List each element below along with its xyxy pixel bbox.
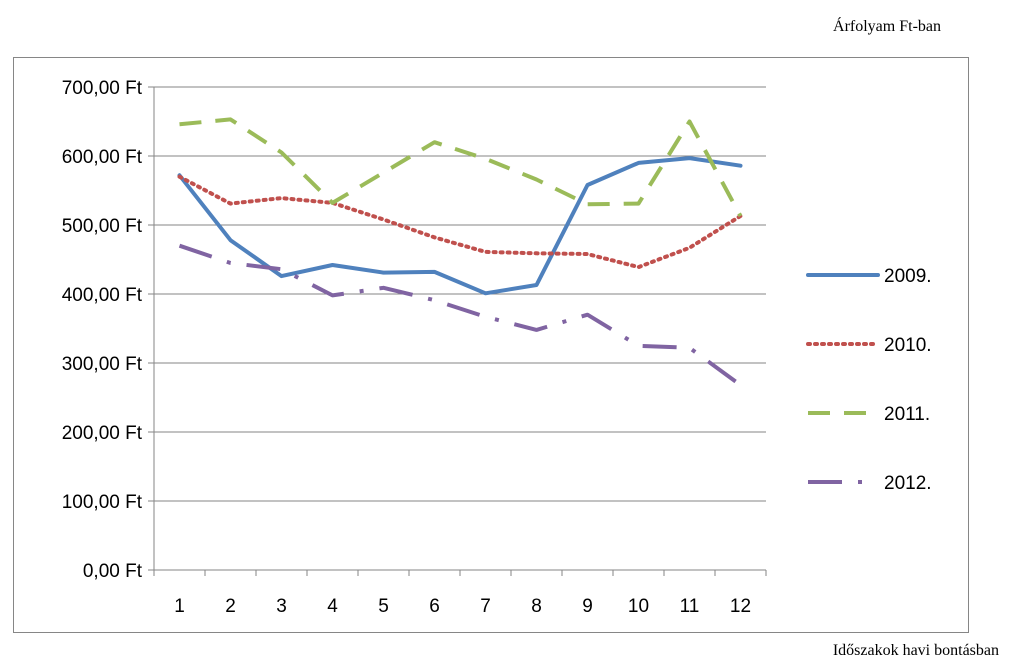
data-point (332, 202, 333, 203)
data-point (383, 219, 384, 220)
y-tick-label: 100,00 Ft (62, 492, 143, 513)
legend-label: 2009. (884, 266, 932, 287)
data-point (740, 165, 741, 166)
data-point (230, 240, 231, 241)
data-point (536, 285, 537, 286)
data-point (638, 267, 639, 268)
x-axis-caption: Időszakok havi bontásban (832, 642, 999, 659)
series-line-2012 (178, 243, 742, 387)
x-tick-label: 1 (174, 596, 185, 617)
data-point (587, 204, 588, 205)
y-tick-label: 500,00 Ft (62, 216, 143, 237)
data-point (434, 271, 435, 272)
data-point (689, 247, 690, 248)
data-point (536, 329, 537, 330)
data-point (383, 287, 384, 288)
x-tick-label: 2 (225, 596, 236, 617)
data-point (485, 158, 486, 159)
x-tick-label: 6 (429, 596, 440, 617)
gridlines (154, 86, 766, 502)
data-point (383, 172, 384, 173)
data-point (434, 300, 435, 301)
data-point (179, 124, 180, 125)
x-tick-label: 4 (327, 596, 338, 617)
x-tick-label: 10 (628, 596, 649, 617)
data-point (383, 272, 384, 273)
data-point (485, 293, 486, 294)
legend-label: 2010. (884, 335, 932, 356)
data-point (281, 269, 282, 270)
data-point (281, 152, 282, 153)
data-point (689, 158, 690, 159)
series-line-2011 (179, 117, 743, 217)
data-point (638, 345, 639, 346)
legend-label: 2012. (884, 473, 932, 494)
data-point (230, 119, 231, 120)
data-point (434, 142, 435, 143)
data-point (587, 314, 588, 315)
series-line-2010 (177, 174, 743, 270)
data-point (689, 121, 690, 122)
data-point (689, 347, 690, 348)
legend: 2009. 2010. 2011. 2012. (806, 266, 932, 494)
data-point (638, 203, 639, 204)
data-point (587, 184, 588, 185)
data-point (332, 295, 333, 296)
x-tick-label: 8 (531, 596, 542, 617)
data-point (638, 162, 639, 163)
data-point (332, 265, 333, 266)
data-point (281, 198, 282, 199)
x-tick-label: 3 (276, 596, 287, 617)
x-tick-label: 5 (378, 596, 389, 617)
data-point (179, 176, 180, 177)
data-point (281, 276, 282, 277)
data-point (230, 203, 231, 204)
axes: 0,00 Ft 100,00 Ft 200,00 Ft 300,00 Ft 400,00… (62, 78, 767, 617)
data-point (485, 316, 486, 317)
data-point (536, 253, 537, 254)
data-point (740, 216, 741, 217)
y-tick-label: 300,00 Ft (62, 354, 143, 375)
series-lines (177, 117, 743, 387)
y-tick-label: 200,00 Ft (62, 423, 143, 444)
x-tick-label: 11 (680, 596, 700, 617)
y-tick-label: 600,00 Ft (62, 147, 143, 168)
x-tick-label: 7 (480, 596, 491, 617)
y-axis-caption: Árfolyam Ft-ban (833, 18, 941, 35)
x-tick-label: 12 (730, 596, 751, 617)
y-tick-label: 0,00 Ft (83, 561, 143, 582)
x-tick-label: 9 (582, 596, 593, 617)
data-point (485, 251, 486, 252)
legend-label: 2011. (884, 404, 930, 425)
y-tick-label: 700,00 Ft (62, 78, 143, 99)
data-point (587, 253, 588, 254)
y-tick-label: 400,00 Ft (62, 285, 143, 306)
data-point (179, 245, 180, 246)
data-point (740, 385, 741, 386)
data-point (536, 179, 537, 180)
data-point (230, 262, 231, 263)
data-point (434, 237, 435, 238)
